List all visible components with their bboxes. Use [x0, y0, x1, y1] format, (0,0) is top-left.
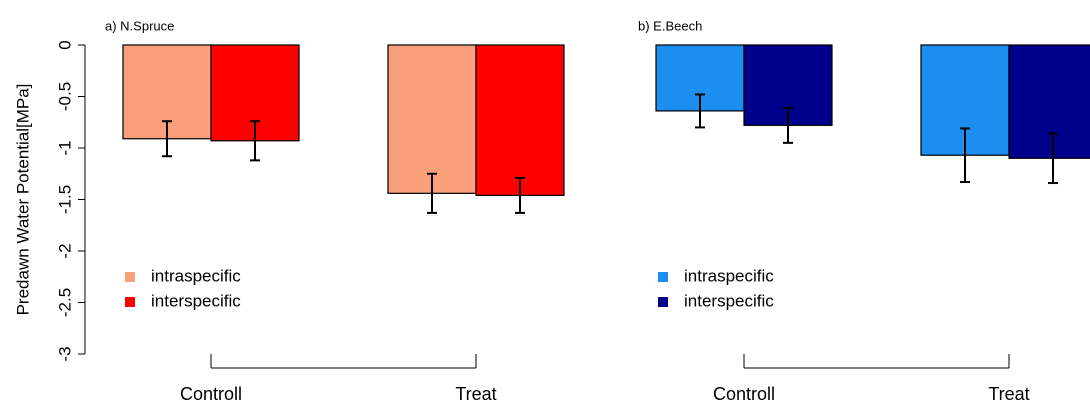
bar — [387, 44, 477, 194]
y-tick-label: -1.5 — [55, 185, 74, 214]
legend-label: interspecific — [684, 291, 774, 310]
y-axis-label: Predawn Water Potential[MPa] — [13, 84, 32, 316]
legend-swatch — [658, 272, 668, 282]
error-bar — [250, 120, 260, 162]
error-bar — [783, 106, 793, 144]
error-bar — [162, 120, 172, 158]
error-bar — [695, 93, 705, 129]
panel-title: a) N.Spruce — [105, 18, 174, 33]
y-tick-label: -1 — [55, 140, 74, 155]
y-tick-label: -2 — [55, 243, 74, 258]
x-tick-label: Controll — [180, 384, 242, 404]
legend-swatch — [125, 272, 135, 282]
x-tick-label: Treat — [988, 384, 1029, 404]
legend-swatch — [658, 297, 668, 307]
legend-label: intraspecific — [684, 266, 774, 285]
error-bar — [515, 176, 525, 214]
y-tick-label: -2.5 — [55, 288, 74, 317]
error-bar — [427, 172, 437, 214]
y-tick-label: -0.5 — [55, 82, 74, 111]
legend-label: intraspecific — [151, 266, 241, 285]
legend-label: interspecific — [151, 291, 241, 310]
error-bar — [1048, 132, 1058, 185]
y-tick-label: -3 — [55, 346, 74, 361]
x-tick-label: Treat — [455, 384, 496, 404]
x-tick-label: Controll — [713, 384, 775, 404]
legend-swatch — [125, 297, 135, 307]
panel-title: b) E.Beech — [638, 18, 702, 33]
y-tick-label: 0 — [55, 40, 74, 49]
error-bar — [960, 127, 970, 183]
bar — [1008, 44, 1090, 159]
bar — [475, 44, 565, 196]
